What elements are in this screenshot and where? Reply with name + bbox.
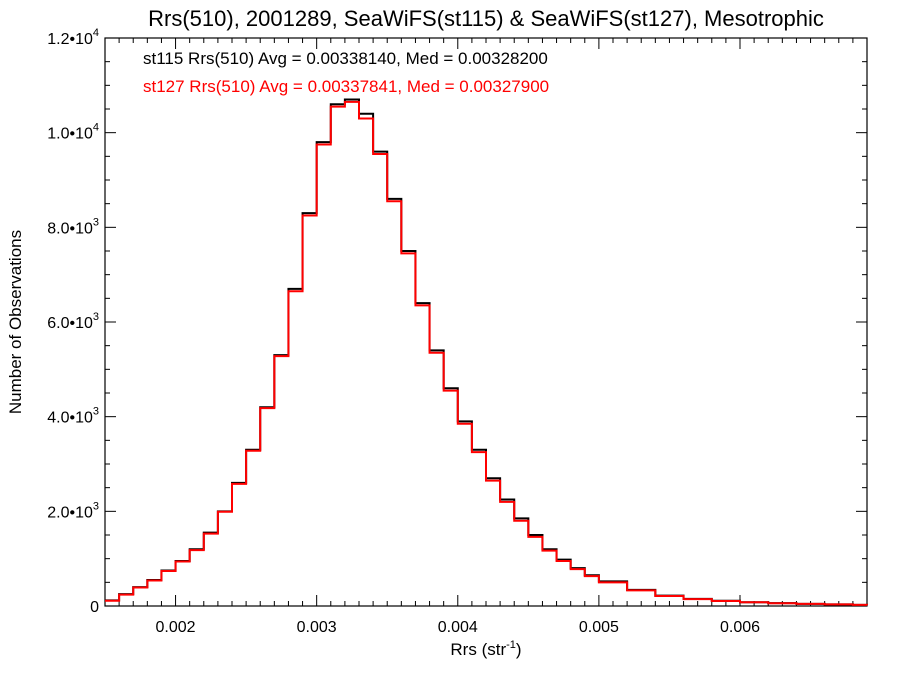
y-axis-ticks: 0 2.0•103 4.0•103 6.0•103 8.0•103 1.0•104 1.2•… [47,27,867,616]
y-tick-label: 1.2•104 [47,27,99,48]
y-axis-label: Number of Observations [6,230,25,414]
annotation-1: st115 Rrs(510) Avg = 0.00338140, Med = 0… [143,49,548,68]
chart-title: Rrs(510), 2001289, SeaWiFS(st115) & SeaW… [148,6,824,31]
series-layer [105,98,868,606]
series-st127-line [105,100,868,606]
x-tick-label: 0.003 [297,619,337,636]
y-tick-label: 4.0•103 [47,406,99,427]
x-tick-label: 0.005 [579,619,619,636]
x-axis-ticks: 0.002 0.003 0.004 0.005 0.006 [104,38,868,636]
x-tick-label: 0.004 [438,619,478,636]
x-axis-label: Rrs (str-1) [450,639,521,659]
y-tick-label: 6.0•103 [47,311,99,332]
y-tick-label: 8.0•103 [47,216,99,237]
plot-frame [104,37,868,607]
y-tick-label: 0 [90,599,99,616]
y-tick-label: 2.0•103 [47,500,99,521]
series-st115-line [105,98,868,606]
x-tick-label: 0.002 [156,619,196,636]
x-tick-label: 0.006 [720,619,760,636]
annotation-2: st127 Rrs(510) Avg = 0.00337841, Med = 0… [143,77,549,96]
x-axis-label-superscript: -1 [506,639,516,651]
y-tick-label: 1.0•104 [47,122,99,143]
annotation-layer: st115 Rrs(510) Avg = 0.00338140, Med = 0… [143,49,549,96]
